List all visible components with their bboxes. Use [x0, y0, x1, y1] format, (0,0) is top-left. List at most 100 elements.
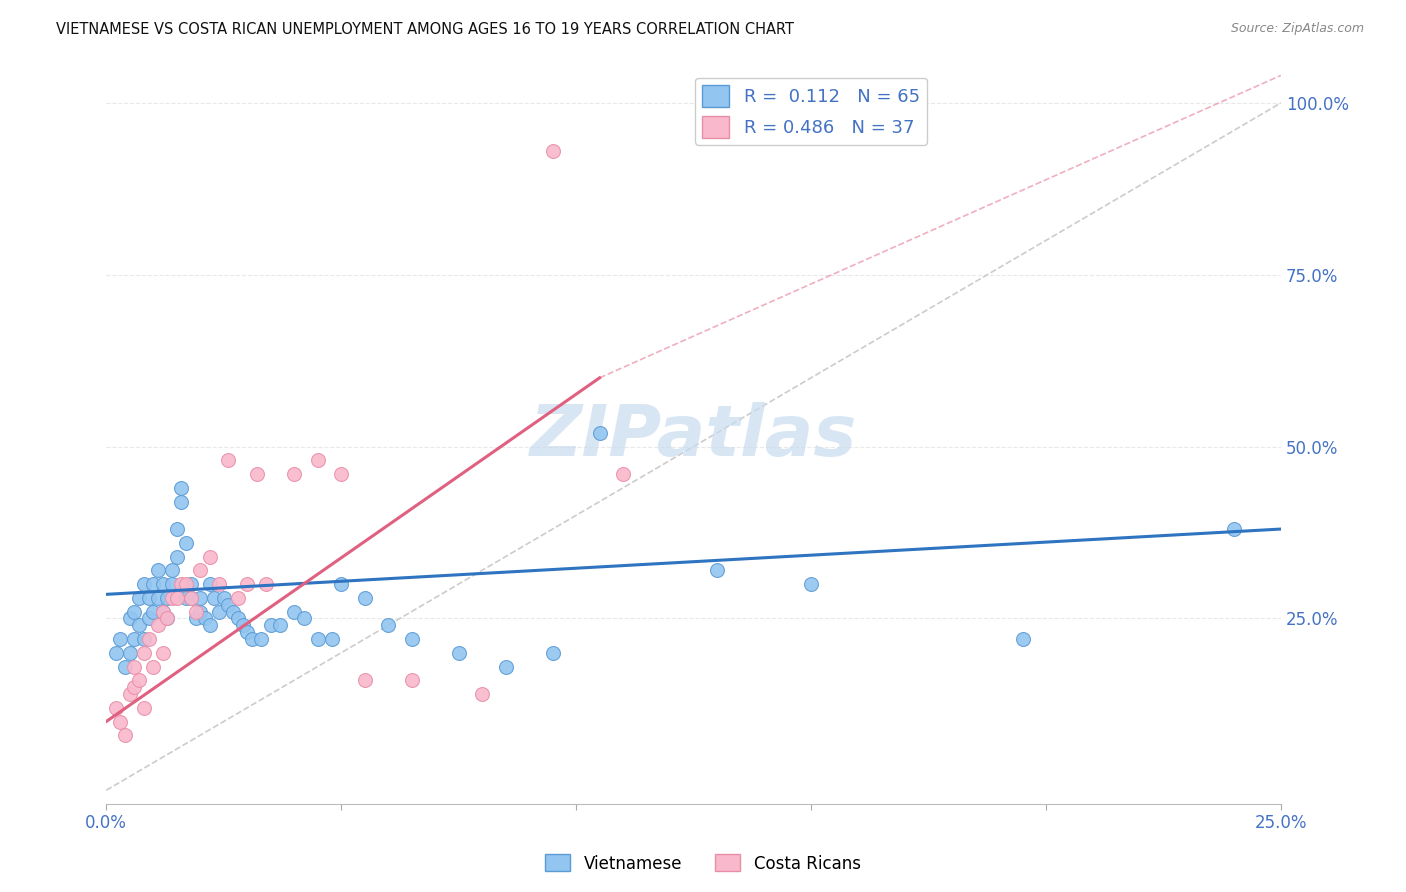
Point: [174, 536, 197, 550]
Point: [166, 549, 188, 564]
Point: [330, 577, 353, 591]
Point: [156, 611, 179, 625]
Text: Source: ZipAtlas.com: Source: ZipAtlas.com: [1230, 22, 1364, 36]
Point: [118, 611, 141, 625]
Point: [160, 591, 183, 605]
Point: [188, 563, 211, 577]
Point: [541, 646, 564, 660]
Point: [174, 591, 197, 605]
Point: [353, 673, 375, 688]
Point: [246, 467, 269, 481]
Point: [353, 591, 375, 605]
Point: [208, 577, 231, 591]
Point: [254, 577, 277, 591]
Point: [104, 646, 127, 660]
Point: [180, 591, 202, 605]
Point: [138, 632, 160, 646]
Point: [184, 611, 207, 625]
Point: [128, 673, 150, 688]
Point: [166, 591, 188, 605]
Point: [202, 591, 225, 605]
Point: [156, 591, 179, 605]
Point: [292, 611, 315, 625]
Point: [188, 605, 211, 619]
Point: [132, 646, 155, 660]
Point: [170, 481, 193, 495]
Point: [240, 632, 263, 646]
Point: [588, 425, 610, 440]
Point: [114, 659, 136, 673]
Point: [146, 591, 169, 605]
Point: [156, 611, 179, 625]
Point: [321, 632, 343, 646]
Point: [198, 618, 221, 632]
Point: [132, 700, 155, 714]
Point: [142, 659, 165, 673]
Point: [447, 646, 470, 660]
Point: [118, 646, 141, 660]
Point: [146, 618, 169, 632]
Point: [180, 577, 202, 591]
Point: [250, 632, 273, 646]
Point: [217, 453, 239, 467]
Point: [152, 605, 174, 619]
Point: [132, 577, 155, 591]
Point: [208, 605, 231, 619]
Point: [226, 591, 249, 605]
Point: [104, 700, 127, 714]
Point: [142, 577, 165, 591]
Point: [114, 728, 136, 742]
Point: [226, 611, 249, 625]
Point: [401, 632, 423, 646]
Point: [198, 549, 221, 564]
Legend: R =  0.112   N = 65, R = 0.486   N = 37: R = 0.112 N = 65, R = 0.486 N = 37: [695, 78, 927, 145]
Point: [110, 714, 132, 729]
Point: [471, 687, 494, 701]
Text: VIETNAMESE VS COSTA RICAN UNEMPLOYMENT AMONG AGES 16 TO 19 YEARS CORRELATION CHA: VIETNAMESE VS COSTA RICAN UNEMPLOYMENT A…: [56, 22, 794, 37]
Point: [118, 687, 141, 701]
Point: [138, 591, 160, 605]
Point: [330, 467, 353, 481]
Point: [1223, 522, 1246, 536]
Point: [184, 605, 207, 619]
Point: [212, 591, 235, 605]
Point: [166, 522, 188, 536]
Point: [138, 611, 160, 625]
Point: [260, 618, 283, 632]
Point: [142, 605, 165, 619]
Point: [217, 598, 239, 612]
Point: [188, 591, 211, 605]
Point: [495, 659, 517, 673]
Point: [146, 563, 169, 577]
Point: [222, 605, 245, 619]
Point: [152, 577, 174, 591]
Point: [307, 453, 329, 467]
Legend: Vietnamese, Costa Ricans: Vietnamese, Costa Ricans: [538, 847, 868, 880]
Point: [160, 563, 183, 577]
Point: [160, 577, 183, 591]
Point: [132, 632, 155, 646]
Point: [170, 494, 193, 508]
Point: [612, 467, 634, 481]
Point: [1011, 632, 1033, 646]
Point: [124, 659, 146, 673]
Point: [174, 577, 197, 591]
Point: [110, 632, 132, 646]
Point: [236, 577, 259, 591]
Point: [269, 618, 291, 632]
Point: [128, 591, 150, 605]
Point: [541, 144, 564, 158]
Point: [800, 577, 823, 591]
Point: [198, 577, 221, 591]
Point: [706, 563, 728, 577]
Point: [401, 673, 423, 688]
Point: [194, 611, 217, 625]
Point: [283, 467, 305, 481]
Point: [152, 605, 174, 619]
Point: [180, 591, 202, 605]
Point: [128, 618, 150, 632]
Point: [377, 618, 399, 632]
Point: [124, 680, 146, 694]
Point: [170, 577, 193, 591]
Point: [124, 632, 146, 646]
